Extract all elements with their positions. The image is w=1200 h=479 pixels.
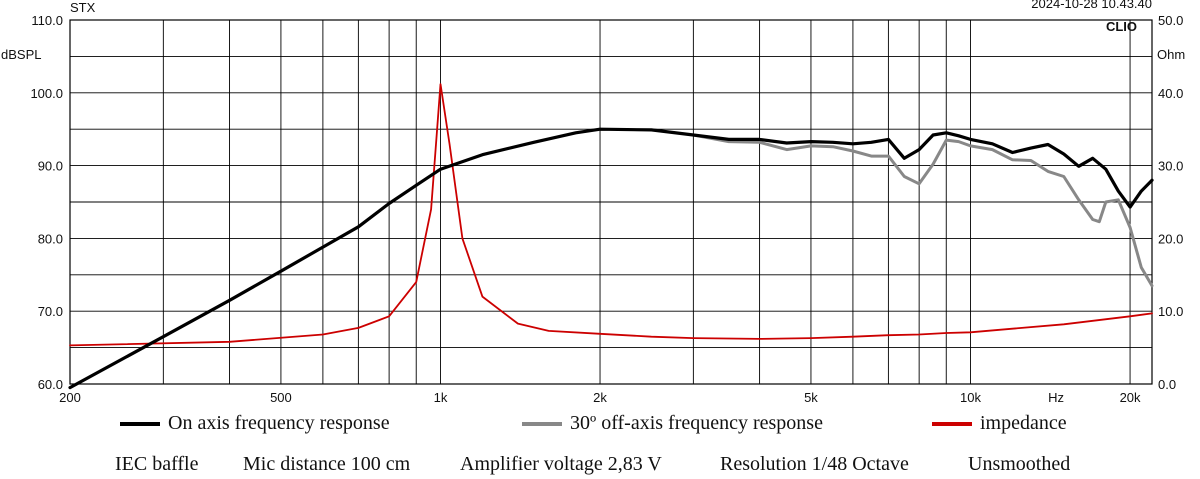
legend-item-impedance: impedance [932, 412, 1067, 435]
chart-tick-labels: 200 500 1k 2k 5k 10k Hz 20k 60.0 70.0 80.0 90.0 100.… [30, 13, 1183, 405]
note-mic-distance: Mic distance 100 cm [243, 453, 411, 475]
series-line-off-axis [691, 133, 1154, 288]
legend-label-impedance: impedance [980, 412, 1067, 434]
y-right-tick-label: 50.0 [1158, 13, 1183, 28]
x-tick-label: 500 [270, 390, 292, 405]
note-amplifier-voltage: Amplifier voltage 2,83 V [460, 453, 662, 475]
legend-item-off-axis: 30º off-axis frequency response [522, 412, 823, 435]
x-tick-label: 1k [434, 390, 448, 405]
y-left-tick-label: 90.0 [38, 159, 63, 174]
frequency-response-chart: 200 500 1k 2k 5k 10k Hz 20k 60.0 70.0 80.0 90.0 100.… [1, 0, 1185, 405]
legend-swatch-on-axis [120, 421, 160, 426]
right-axis-unit: Ohm [1157, 47, 1185, 62]
y-right-tick-label: 30.0 [1158, 159, 1183, 174]
x-tick-label: 10k [960, 390, 981, 405]
series-line-impedance [69, 83, 1153, 347]
x-tick-label: Hz [1048, 390, 1064, 405]
chart-legend: On axis frequency response 30º off-axis … [0, 412, 1200, 442]
legend-item-on-axis: On axis frequency response [120, 412, 390, 435]
series-line-on-axis [68, 127, 1154, 390]
y-left-tick-label: 60.0 [38, 377, 63, 392]
y-right-tick-label: 20.0 [1158, 231, 1183, 246]
y-right-tick-label: 0.0 [1158, 377, 1176, 392]
brand-label: STX [70, 0, 96, 15]
legend-swatch-off-axis [522, 421, 562, 426]
y-left-tick-label: 100.0 [30, 86, 63, 101]
y-right-tick-label: 10.0 [1158, 304, 1183, 319]
measurement-notes: IEC baffle Mic distance 100 cm Amplifier… [0, 453, 1200, 479]
software-label: CLIO [1106, 19, 1137, 34]
note-smoothing: Unsmoothed [968, 453, 1071, 475]
y-left-tick-label: 70.0 [38, 304, 63, 319]
x-tick-label: 5k [804, 390, 818, 405]
chart-curves [68, 83, 1154, 390]
chart-grid [69, 19, 1153, 385]
note-baffle: IEC baffle [115, 453, 199, 475]
y-left-tick-label: 80.0 [38, 231, 63, 246]
timestamp-label: 2024-10-28 10.43.40 [1031, 0, 1152, 11]
left-axis-unit: dBSPL [1, 47, 41, 62]
legend-label-off-axis: 30º off-axis frequency response [570, 412, 823, 434]
y-right-tick-label: 40.0 [1158, 86, 1183, 101]
y-left-tick-label: 110.0 [31, 13, 63, 28]
legend-label-on-axis: On axis frequency response [168, 412, 390, 434]
x-tick-label: 2k [593, 390, 607, 405]
note-resolution: Resolution 1/48 Octave [720, 453, 909, 475]
x-tick-label: 20k [1120, 390, 1141, 405]
x-tick-label: 200 [59, 390, 81, 405]
legend-swatch-impedance [932, 421, 972, 426]
